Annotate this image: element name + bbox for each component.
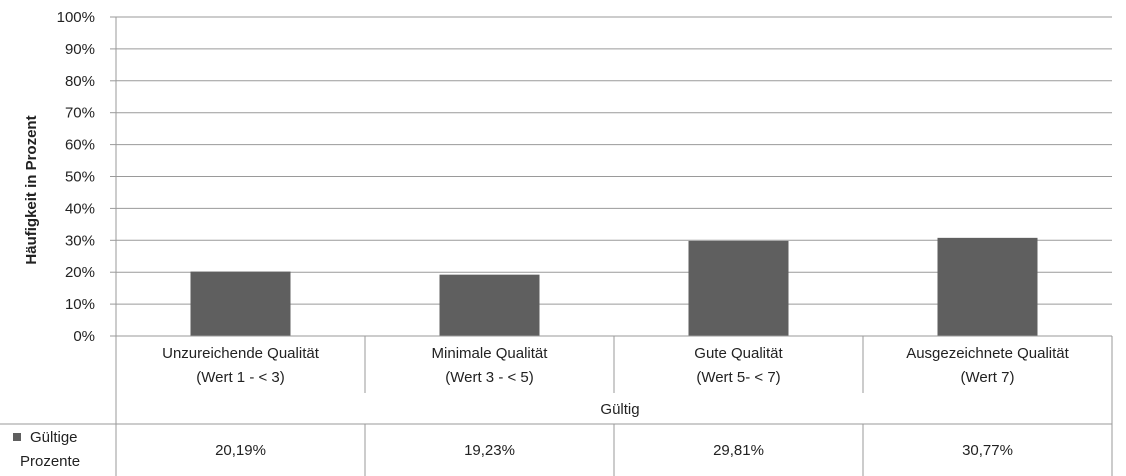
y-axis-ticks: 0% 10% 20% 30% 40% 50% 60% 70% 80% 90% 100% (57, 9, 95, 345)
y-tick-label: 100% (57, 9, 95, 26)
legend-cell: Gültige Prozente (13, 429, 80, 470)
y-tick-label: 50% (65, 169, 95, 186)
category-label: (Wert 5- < 7) (696, 369, 780, 386)
legend-label-line-1: Gültige (30, 429, 78, 446)
bar (190, 271, 291, 336)
y-tick-label: 70% (65, 105, 95, 122)
data-table-value: 20,19% (215, 442, 266, 459)
category-label: (Wert 3 - < 5) (445, 369, 534, 386)
y-tick-label: 10% (65, 296, 95, 313)
category-label: (Wert 7) (961, 369, 1015, 386)
legend-label-line-2: Prozente (20, 453, 80, 470)
category-label: Gute Qualität (694, 345, 783, 362)
group-label: Gültig (600, 401, 639, 418)
category-label: (Wert 1 - < 3) (196, 369, 285, 386)
y-tick-label: 90% (65, 41, 95, 58)
data-table-value: 30,77% (962, 442, 1013, 459)
legend-swatch (13, 433, 21, 441)
bar (439, 274, 540, 336)
data-table-value: 29,81% (713, 442, 764, 459)
y-tick-label: 80% (65, 73, 95, 90)
bar (688, 240, 789, 336)
y-tick-label: 40% (65, 200, 95, 217)
data-table-values: 20,19% 19,23% 29,81% 30,77% (215, 442, 1013, 459)
y-axis-label: Häufigkeit in Prozent (23, 115, 40, 264)
category-label: Unzureichende Qualität (162, 345, 320, 362)
data-table-lines (0, 17, 1113, 476)
y-tick-label: 60% (65, 137, 95, 154)
bars (190, 237, 1038, 336)
data-table-value: 19,23% (464, 442, 515, 459)
bar (937, 237, 1038, 336)
category-labels: Unzureichende Qualität (Wert 1 - < 3) Mini… (162, 345, 1070, 386)
y-tick-label: 30% (65, 232, 95, 249)
category-label: Minimale Qualität (432, 345, 549, 362)
y-tick-label: 20% (65, 264, 95, 281)
y-tick-label: 0% (73, 328, 95, 345)
category-label: Ausgezeichnete Qualität (906, 345, 1069, 362)
